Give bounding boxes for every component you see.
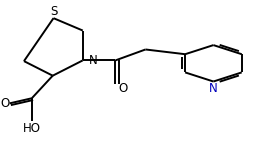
Text: O: O <box>119 82 128 95</box>
Text: HO: HO <box>23 122 41 135</box>
Text: N: N <box>209 82 218 95</box>
Text: O: O <box>0 97 9 110</box>
Text: N: N <box>89 54 98 67</box>
Text: S: S <box>50 5 57 18</box>
